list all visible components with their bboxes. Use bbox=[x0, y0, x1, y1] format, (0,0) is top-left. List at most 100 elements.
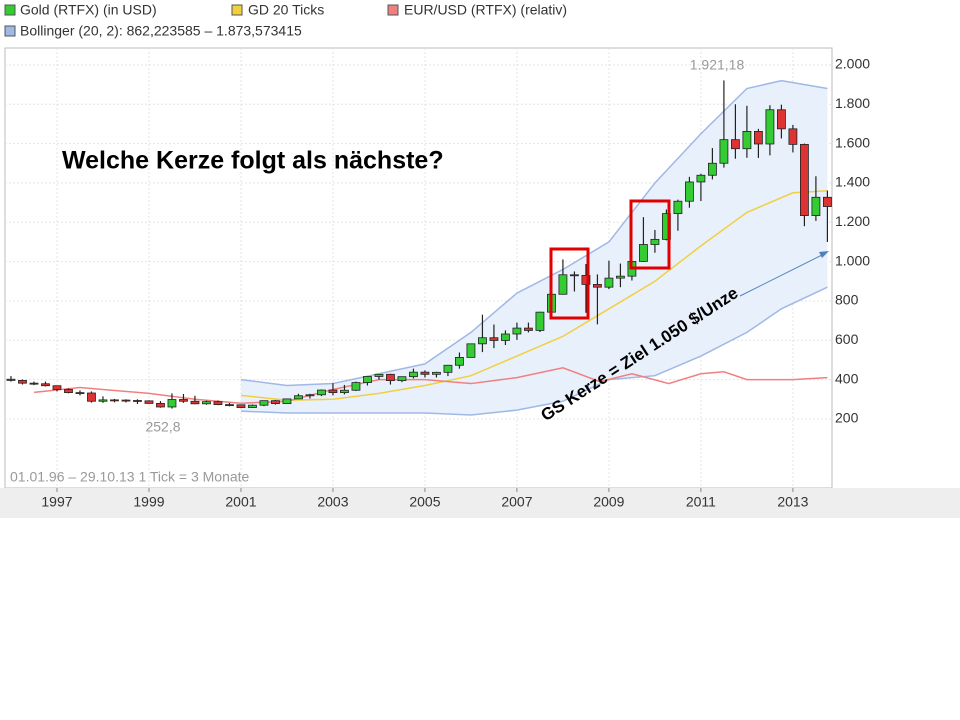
series-line bbox=[33, 367, 828, 404]
candle-body bbox=[110, 399, 119, 402]
candle-body bbox=[708, 162, 717, 176]
candle-body bbox=[409, 371, 418, 378]
x-tick-label: 2011 bbox=[686, 494, 716, 510]
x-tick-label: 2007 bbox=[501, 494, 532, 510]
candle-body bbox=[374, 373, 384, 377]
arrow-line bbox=[739, 252, 827, 297]
candle-body bbox=[179, 399, 188, 402]
y-tick-label: 400 bbox=[835, 370, 859, 386]
bollinger-lower bbox=[240, 286, 828, 416]
x-tick-label: 2009 bbox=[593, 494, 624, 510]
candle-body bbox=[731, 139, 740, 150]
legend-label: EUR/USD (RTFX) (relativ) bbox=[404, 2, 567, 18]
candle-body bbox=[535, 311, 545, 331]
candle-body bbox=[167, 399, 177, 408]
question-text: Welche Kerze folgt als nächste? bbox=[62, 147, 444, 175]
candle-body bbox=[570, 274, 579, 277]
x-tick-label: 2013 bbox=[777, 494, 808, 510]
candle-body bbox=[823, 196, 832, 207]
x-tick-label: 2001 bbox=[225, 494, 256, 510]
legend-swatch bbox=[4, 25, 16, 37]
candle-body bbox=[75, 392, 85, 395]
y-tick-label: 1.600 bbox=[835, 134, 870, 150]
y-tick-label: 200 bbox=[835, 410, 859, 426]
candle-body bbox=[41, 383, 50, 387]
y-tick-label: 2.000 bbox=[835, 56, 870, 72]
arrow-head bbox=[819, 251, 829, 258]
candle-body bbox=[397, 376, 407, 382]
bollinger-band bbox=[240, 80, 828, 416]
x-tick-label: 1999 bbox=[133, 494, 164, 510]
legend-swatch bbox=[231, 4, 243, 16]
candle-body bbox=[294, 395, 303, 400]
candle-body bbox=[593, 284, 602, 288]
x-tick-label: 1997 bbox=[41, 494, 72, 510]
candle-body bbox=[616, 275, 625, 279]
candle-body bbox=[512, 327, 522, 335]
candle-body bbox=[259, 400, 269, 406]
candle-body bbox=[351, 382, 361, 391]
x-axis-band bbox=[0, 488, 960, 518]
x-tick-label: 2003 bbox=[317, 494, 348, 510]
candle-body bbox=[777, 109, 786, 130]
candle-body bbox=[386, 373, 395, 382]
candle-body bbox=[248, 404, 257, 408]
legend-swatch bbox=[4, 4, 16, 16]
candle-body bbox=[639, 244, 648, 262]
candle-body bbox=[524, 327, 533, 331]
y-tick-label: 1.400 bbox=[835, 174, 870, 190]
candle-body bbox=[455, 356, 464, 366]
x-tick-label: 2005 bbox=[409, 494, 440, 510]
candle-body bbox=[443, 364, 453, 373]
candle-body bbox=[64, 389, 73, 394]
candle-body bbox=[432, 371, 441, 375]
y-tick-label: 1.000 bbox=[835, 252, 870, 268]
candle-body bbox=[685, 181, 694, 202]
highlight-box bbox=[549, 247, 590, 320]
candle-body bbox=[144, 400, 154, 404]
candle-body bbox=[236, 404, 246, 408]
candle-body bbox=[328, 389, 338, 394]
candle-body bbox=[305, 394, 315, 397]
candle-body bbox=[765, 109, 775, 145]
legend-swatch bbox=[387, 4, 399, 16]
legend-label: GD 20 Ticks bbox=[248, 2, 324, 18]
bollinger-upper bbox=[240, 79, 828, 387]
candle-body bbox=[800, 143, 809, 216]
candle-body bbox=[719, 139, 729, 164]
candle-body bbox=[87, 392, 96, 402]
candle-body bbox=[213, 401, 223, 406]
highlight-box bbox=[629, 199, 671, 270]
candle-body bbox=[650, 238, 660, 245]
candle-body bbox=[788, 128, 798, 145]
candle-body bbox=[52, 385, 62, 390]
candle-body bbox=[604, 277, 614, 288]
candle-body bbox=[558, 274, 568, 295]
candle-body bbox=[133, 400, 142, 402]
candle-body bbox=[754, 130, 763, 145]
candle-body bbox=[696, 174, 706, 183]
candle-body bbox=[29, 382, 39, 385]
y-tick-label: 1.200 bbox=[835, 213, 870, 229]
y-tick-label: 1.800 bbox=[835, 95, 870, 111]
candle-body bbox=[581, 274, 591, 285]
y-tick-label: 800 bbox=[835, 292, 859, 308]
legend-label: Gold (RTFX) (in USD) bbox=[20, 2, 157, 18]
high-annotation: 1.921,18 bbox=[690, 57, 745, 73]
candle-body bbox=[501, 333, 510, 341]
candle-body bbox=[271, 400, 280, 405]
candle-body bbox=[121, 399, 131, 402]
low-annotation: 252,8 bbox=[145, 419, 180, 435]
candle-body bbox=[98, 399, 108, 402]
series-line bbox=[240, 190, 828, 402]
candle-body bbox=[18, 380, 27, 384]
candle-body bbox=[202, 401, 211, 405]
candle-body bbox=[317, 389, 326, 396]
candle-body bbox=[363, 376, 372, 383]
candle-body bbox=[282, 398, 292, 405]
candle-body bbox=[225, 404, 234, 407]
candle-body bbox=[811, 196, 821, 216]
candle-body bbox=[190, 400, 200, 405]
candle-body bbox=[466, 343, 476, 358]
candle-body bbox=[478, 337, 487, 345]
